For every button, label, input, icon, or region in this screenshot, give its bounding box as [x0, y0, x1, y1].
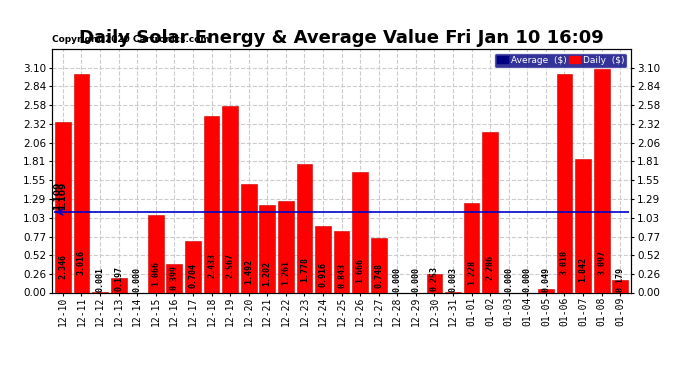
Text: 1.109: 1.109	[52, 182, 61, 210]
Text: 1.066: 1.066	[151, 261, 160, 286]
Bar	[55, 122, 71, 292]
Bar	[204, 116, 219, 292]
Bar	[166, 264, 182, 292]
Bar	[148, 215, 164, 292]
Bar	[538, 289, 554, 292]
Text: 1.261: 1.261	[282, 260, 290, 285]
Text: 0.000: 0.000	[132, 267, 141, 292]
Bar	[259, 205, 275, 292]
Bar	[74, 74, 90, 292]
Bar	[315, 226, 331, 292]
Text: 0.003: 0.003	[448, 267, 457, 292]
Text: 0.253: 0.253	[430, 266, 439, 291]
Text: 0.916: 0.916	[319, 262, 328, 287]
Text: 0.704: 0.704	[188, 263, 197, 288]
Text: 0.000: 0.000	[523, 267, 532, 292]
Bar	[241, 184, 257, 292]
Bar	[426, 274, 442, 292]
Bar	[371, 238, 386, 292]
Text: 0.179: 0.179	[615, 267, 624, 292]
Bar	[297, 164, 313, 292]
Title: Daily Solar Energy & Average Value Fri Jan 10 16:09: Daily Solar Energy & Average Value Fri J…	[79, 29, 604, 47]
Text: 3.016: 3.016	[77, 250, 86, 275]
Text: 0.001: 0.001	[95, 267, 105, 292]
Bar	[352, 172, 368, 292]
Text: 0.399: 0.399	[170, 265, 179, 290]
Bar	[110, 278, 126, 292]
Bar	[334, 231, 349, 292]
Text: Copyright 2020 Cartronics.com: Copyright 2020 Cartronics.com	[52, 35, 210, 44]
Text: 3.010: 3.010	[560, 250, 569, 275]
Text: 1.202: 1.202	[263, 261, 272, 285]
Text: 3.097: 3.097	[597, 249, 606, 274]
Text: 2.567: 2.567	[226, 253, 235, 278]
Text: 1.666: 1.666	[355, 258, 364, 283]
Text: 0.049: 0.049	[542, 267, 551, 292]
Text: 0.000: 0.000	[504, 267, 513, 292]
Text: 1.228: 1.228	[467, 260, 476, 285]
Bar	[557, 74, 573, 292]
Bar	[185, 242, 201, 292]
Bar	[575, 159, 591, 292]
Text: 1.109: 1.109	[57, 182, 66, 210]
Text: 0.748: 0.748	[374, 263, 383, 288]
Bar	[278, 201, 294, 292]
Bar	[464, 203, 480, 292]
Bar	[593, 68, 609, 292]
Text: 1.492: 1.492	[244, 259, 253, 284]
Text: 2.433: 2.433	[207, 254, 216, 278]
Text: 0.000: 0.000	[411, 267, 420, 292]
Bar	[482, 132, 498, 292]
Text: 0.000: 0.000	[393, 267, 402, 292]
Text: 1.842: 1.842	[578, 257, 588, 282]
Bar	[612, 279, 628, 292]
Legend: Average  ($), Daily  ($): Average ($), Daily ($)	[494, 53, 627, 68]
Text: 2.206: 2.206	[486, 255, 495, 280]
Text: 0.197: 0.197	[114, 266, 123, 291]
Text: 2.346: 2.346	[59, 254, 68, 279]
Bar	[222, 106, 238, 292]
Text: 0.843: 0.843	[337, 262, 346, 288]
Text: 1.778: 1.778	[300, 257, 309, 282]
